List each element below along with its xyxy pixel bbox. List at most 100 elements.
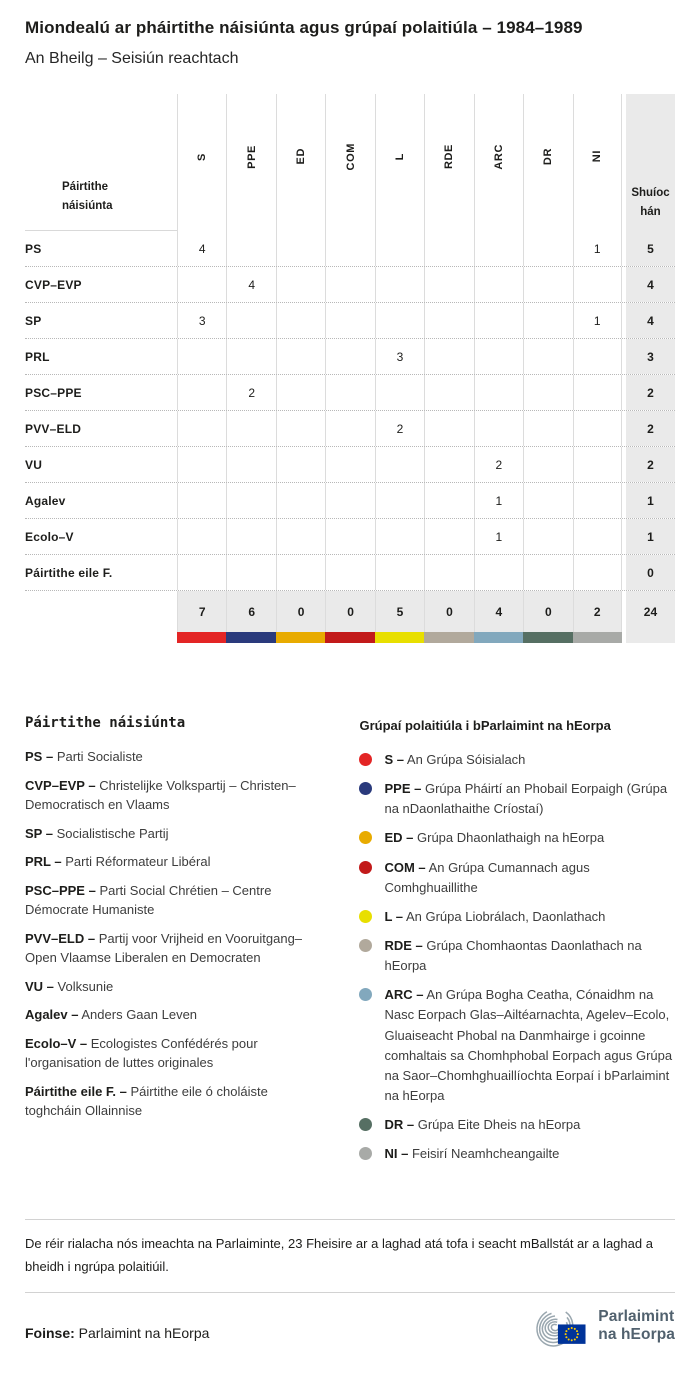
- group-color-bar: [572, 632, 622, 643]
- group-color-dot: [359, 909, 373, 923]
- footer: Foinse: Parlaimint na hEorpa: [25, 1303, 675, 1350]
- legend-group-term: PPE –: [384, 781, 422, 797]
- seat-count-cell: [275, 447, 325, 482]
- seat-count-cell: [424, 231, 473, 266]
- seat-count-cell: [523, 411, 572, 446]
- legend-group-term: COM –: [384, 859, 426, 875]
- seat-count-cell: [572, 447, 622, 482]
- party-total-seats: 2: [625, 447, 675, 482]
- legend-party-term: Ecolo–V –: [25, 1035, 88, 1051]
- seat-count-cell: [275, 411, 325, 446]
- legend-party-item: VU – Volksunie: [25, 977, 325, 997]
- party-name: VU: [25, 457, 43, 472]
- group-color-dot: [359, 860, 373, 874]
- ep-logo-hemicycle-icon: [536, 1308, 586, 1347]
- seat-count-cell: [424, 339, 473, 374]
- seat-count-cell: [374, 447, 424, 482]
- seat-count-cell: [275, 231, 325, 266]
- political-groups-list: S – An Grúpa Sóisialach PPE – Grúpa Pháir…: [359, 750, 675, 1164]
- party-name: PRL: [25, 349, 50, 364]
- seat-count-cell: [325, 375, 374, 410]
- ep-logo-text: Parlaimint na hEorpa: [598, 1308, 675, 1345]
- seat-count-cell: [572, 483, 622, 518]
- seat-count-cell: [374, 267, 424, 302]
- party-row: Agalev 1 1: [25, 482, 675, 518]
- legend-group-term: ED –: [384, 830, 414, 846]
- column-header-label: RDE: [443, 143, 456, 170]
- seat-count-cell: [275, 339, 325, 374]
- seat-count-cell: [325, 267, 374, 302]
- legend-party-desc: Socialistische Partij: [56, 825, 169, 841]
- seat-count-cell: [473, 375, 523, 410]
- seat-count-cell: [473, 555, 523, 590]
- legend-party-item: PVV–ELD – Partij voor Vrijheid en Voorui…: [25, 929, 325, 968]
- seat-count-cell: 1: [572, 303, 622, 338]
- seat-count-cell: [275, 375, 325, 410]
- column-header-label: ED: [295, 148, 308, 165]
- seat-count-cell: [424, 375, 473, 410]
- legend-party-term: Páirtithe eile F. –: [25, 1083, 127, 1099]
- seat-count-cell: 2: [374, 411, 424, 446]
- group-total: 6: [226, 591, 276, 632]
- column-header-label: COM: [344, 142, 357, 171]
- seat-count-cell: [572, 519, 622, 554]
- legend-group-term: ARC –: [384, 987, 424, 1003]
- column-header-ed: ED: [275, 94, 325, 231]
- column-header-label: DR: [542, 147, 555, 166]
- seat-count-cell: [325, 411, 374, 446]
- legends: Páirtithe náisiúnta PS – Parti Socialist…: [25, 715, 675, 1173]
- party-row: PS 4 1 5: [25, 231, 675, 266]
- group-color-dot: [359, 831, 373, 845]
- ep-logo: Parlaimint na hEorpa: [533, 1303, 675, 1350]
- seat-count-cell: [226, 555, 275, 590]
- legend-party-desc: Partij voor Vrijheid en Vooruitgang–Open…: [25, 930, 303, 966]
- seat-count-cell: [325, 303, 374, 338]
- seat-count-cell: [424, 483, 473, 518]
- legend-party-desc: Christelijke Volkspartij – Christen–Demo…: [25, 777, 296, 813]
- seat-count-cell: [325, 483, 374, 518]
- national-parties-legend: Páirtithe náisiúnta PS – Parti Socialist…: [25, 715, 325, 1173]
- totals-row: 7 6 0 0 5 0 4 0 2 24: [25, 590, 675, 632]
- column-header-rde: RDE: [424, 94, 473, 231]
- page-subtitle: An Bheilg – Seisiún reachtach: [25, 50, 239, 67]
- group-total: 4: [473, 591, 524, 632]
- party-row: PVV–ELD 2 2: [25, 410, 675, 446]
- group-color-bar: [473, 632, 524, 643]
- legend-party-item: CVP–EVP – Christelijke Volkspartij – Chr…: [25, 776, 325, 815]
- national-parties-title: Páirtithe náisiúnta: [25, 715, 186, 731]
- seat-count-cell: [275, 483, 325, 518]
- legend-party-item: PS – Parti Socialiste: [25, 747, 325, 767]
- party-total-seats: 4: [625, 267, 675, 302]
- seat-count-cell: [572, 555, 622, 590]
- party-total-seats: 1: [625, 519, 675, 554]
- seat-count-cell: [325, 519, 374, 554]
- party-name: PSC–PPE: [25, 385, 82, 400]
- seat-count-cell: 2: [473, 447, 523, 482]
- seat-count-cell: [473, 411, 523, 446]
- column-header-label: L: [393, 152, 406, 161]
- legend-party-item: PSC–PPE – Parti Social Chrétien – Centre…: [25, 881, 325, 920]
- table-header-row: Páirtithe náisiúnta S PPE ED COM L RDE ARC DR NI S…: [25, 94, 675, 231]
- group-color-dot: [359, 1118, 373, 1132]
- party-row: Ecolo–V 1 1: [25, 518, 675, 554]
- group-color-dot: [359, 753, 373, 766]
- seat-count-cell: [473, 267, 523, 302]
- legend-group-item: L – An Grúpa Liobrálach, Daonlathach: [359, 907, 675, 927]
- seat-count-cell: [226, 447, 275, 482]
- row-group-header-label: Páirtithe náisiúnta: [62, 180, 113, 213]
- seat-count-cell: [226, 303, 275, 338]
- seat-count-cell: [177, 483, 226, 518]
- page-title: Miondealú ar pháirtithe náisiúnta agus g…: [25, 18, 583, 37]
- seat-count-cell: [226, 339, 275, 374]
- political-groups-legend: Grúpaí polaitiúla i bParlaimint na hEorp…: [359, 715, 675, 1173]
- grand-total-seats: 24: [625, 591, 675, 632]
- seat-count-cell: [523, 483, 572, 518]
- column-header-s: S: [177, 94, 226, 231]
- group-total: 0: [523, 591, 573, 632]
- seat-count-cell: [374, 231, 424, 266]
- color-strip-row: [25, 632, 675, 643]
- group-color-bar: [374, 632, 425, 643]
- column-header-com: COM: [325, 94, 374, 231]
- party-row: PSC–PPE 2 2: [25, 374, 675, 410]
